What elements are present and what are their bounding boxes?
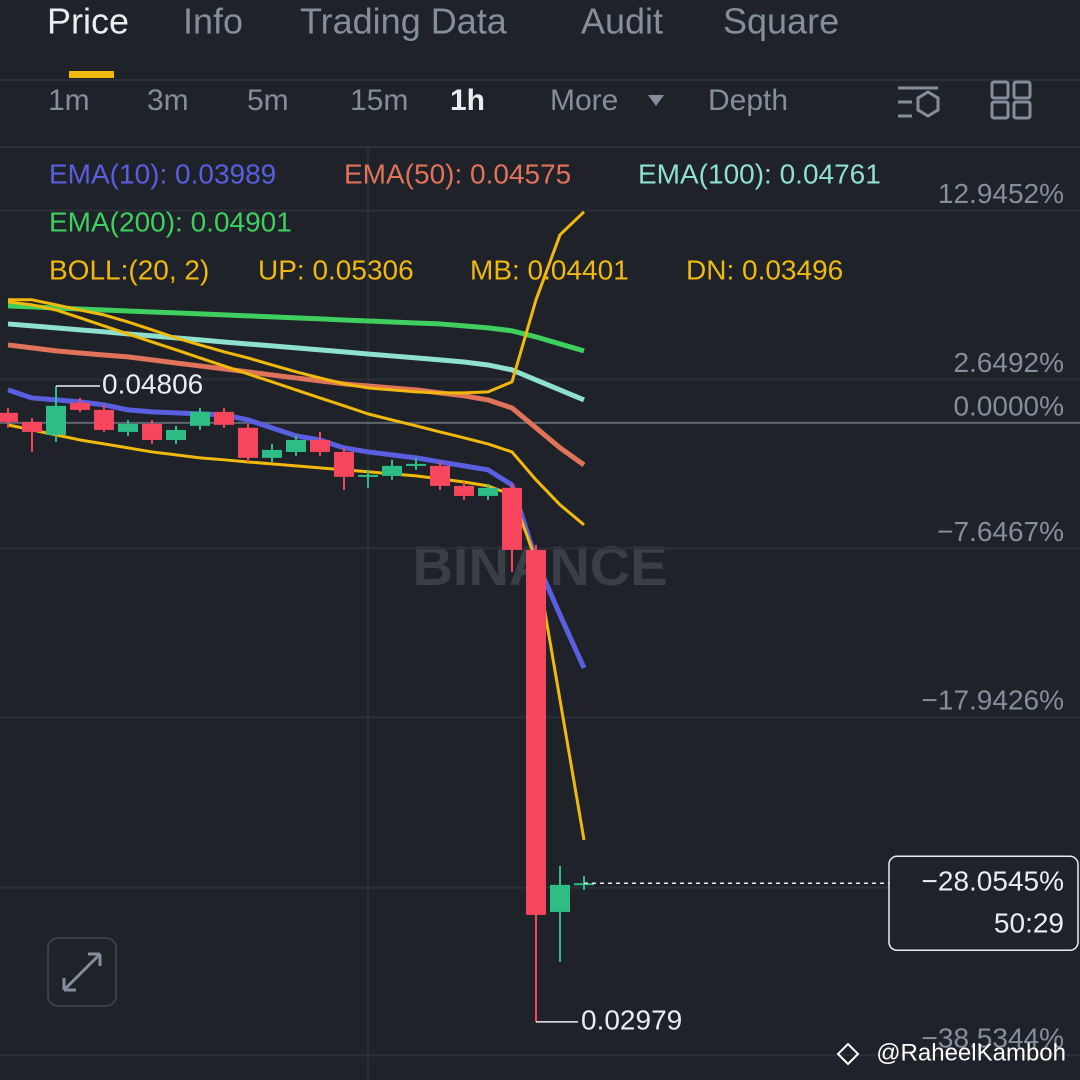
candle-body [70,402,90,410]
indicator-icon[interactable] [898,86,940,118]
tab[interactable]: Price [47,1,129,42]
legend-entry: EMA(200): 0.04901 [49,206,292,237]
interval[interactable]: 1h [450,84,485,117]
y-tick-label: 12.9452% [938,178,1064,209]
candle-body [454,485,474,496]
current-price-box [888,855,1079,952]
candle-body [166,429,186,440]
more-button[interactable]: More [550,84,618,117]
tab-indicator [69,71,114,78]
credit: @RaheelKamboh [876,1039,1066,1066]
candle-body [0,412,18,422]
candle-body [406,463,426,466]
y-tick-label: −17.9426% [922,685,1064,716]
indicator-line [7,342,586,467]
dropdown-arrow [648,95,664,106]
candle-body [382,465,402,476]
candle-body [214,411,234,425]
interval[interactable]: 3m [147,84,189,117]
legend-entry: MB: 0.04401 [470,254,629,285]
legend-entry: EMA(50): 0.04575 [344,158,571,189]
credit-icon [836,1042,860,1066]
indicator-line [7,300,585,526]
legend-entry: UP: 0.05306 [258,254,414,285]
tab[interactable]: Info [183,1,243,42]
candle-body [478,487,498,496]
layout-icon[interactable] [990,80,1032,120]
candle-body [334,451,354,477]
candle-body [574,883,594,886]
indicator-line [7,303,585,354]
candle-body [550,884,570,912]
chart: 12.9452% 2.6492% 0.0000% −7.6467% −17.9426% −… [0,158,1080,1057]
candle-body [46,405,66,435]
candle-body [286,439,306,452]
legend-entry: EMA(100): 0.04761 [638,158,881,189]
y-tick-label: 0.0000% [953,390,1064,421]
indicator-line [7,321,585,403]
candle-body [430,465,450,486]
interval[interactable]: 15m [350,84,408,117]
interval[interactable]: 1m [48,84,90,117]
candle-body [358,474,378,477]
candle-body [190,411,210,426]
candle-body [142,423,162,440]
candle-body [238,427,258,458]
expand-button[interactable] [47,937,117,1007]
y-tick-label: −7.6467% [937,516,1064,547]
depth-button[interactable]: Depth [708,84,788,117]
y-tick-label: 2.6492% [953,347,1064,378]
interval[interactable]: 5m [247,84,289,117]
candle-body [502,487,522,550]
low-label: 0.02979 [581,1004,682,1035]
candle-body [22,421,42,432]
candle-body [526,549,546,915]
legend-entry: EMA(10): 0.03989 [49,158,276,189]
tab[interactable]: Square [723,1,839,42]
candle-body [118,423,138,432]
y-tick-label: −38.5344% [922,1023,1064,1054]
candle-body [262,449,282,458]
high-label: 0.04806 [102,368,203,399]
legend-entry: DN: 0.03496 [686,254,843,285]
tab[interactable]: Audit [581,1,663,42]
countdown: 50:29 [994,908,1064,939]
candle-body [310,439,330,452]
legend-title: BOLL:(20, 2) [49,254,209,285]
tab[interactable]: Trading Data [300,1,508,42]
current-price-label: −28.0545% [922,866,1064,897]
candle-body [94,409,114,430]
indicator-line [8,210,586,395]
expand-icon [62,952,102,992]
